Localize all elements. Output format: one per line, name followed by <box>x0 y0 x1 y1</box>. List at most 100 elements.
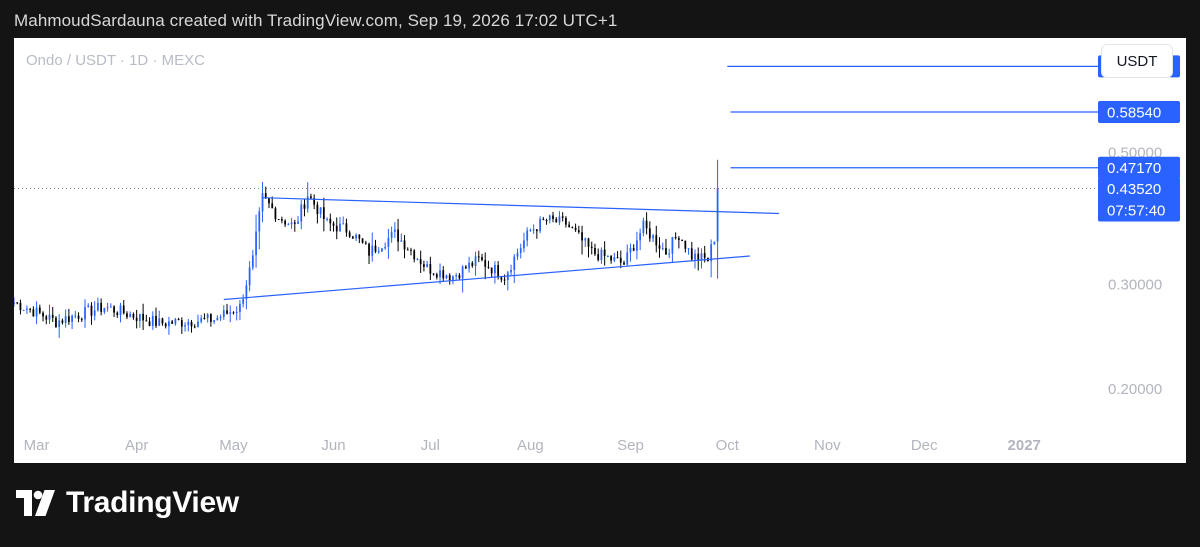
candle-body <box>484 260 487 267</box>
candle-body <box>494 264 496 274</box>
candle-body <box>410 249 412 251</box>
x-tick-label: Nov <box>814 437 841 454</box>
candle-body <box>32 309 35 317</box>
candle-body <box>403 240 406 250</box>
candle-body <box>113 306 115 313</box>
candle-body <box>255 231 257 256</box>
candle-body <box>55 317 57 327</box>
candle-body <box>406 249 409 251</box>
trendline <box>262 197 779 215</box>
candle-body <box>203 318 206 320</box>
candle-body <box>119 305 122 315</box>
candle-body <box>381 248 383 252</box>
candle-body <box>448 275 451 281</box>
candle-body <box>703 253 706 258</box>
chart-panel[interactable]: 0.20000 0.30000 0.50000 Mar Apr May Jun Jul Aug S… <box>14 38 1186 463</box>
candle-body <box>326 218 328 220</box>
candle-body <box>138 313 141 321</box>
candle-body <box>239 303 241 312</box>
candle-body <box>652 235 654 239</box>
candle-body <box>84 307 86 320</box>
x-tick-label: Oct <box>716 437 740 454</box>
candle-body <box>90 305 93 316</box>
candle-body <box>429 264 432 274</box>
candle-body <box>145 320 148 322</box>
candle-body <box>629 248 632 253</box>
x-tick-label: Jun <box>321 437 345 454</box>
candle-body <box>716 188 719 242</box>
candle-body <box>35 307 38 317</box>
candle-body <box>384 246 387 249</box>
candle-body <box>416 259 419 261</box>
candle-body <box>332 223 335 226</box>
candle-body <box>319 207 322 215</box>
candle-body <box>300 204 303 222</box>
candle-body <box>597 254 600 261</box>
candle-body <box>226 310 228 314</box>
candle-body <box>80 318 83 320</box>
candle-body <box>316 204 319 215</box>
currency-button[interactable]: USDT <box>1101 44 1173 78</box>
candle-body <box>387 237 390 247</box>
candle-body <box>51 314 54 318</box>
candle-body <box>268 198 270 204</box>
candle-body <box>697 253 700 261</box>
candle-body <box>48 314 51 320</box>
candle-body <box>623 262 625 265</box>
candle-body <box>610 255 612 261</box>
candle-body <box>481 257 483 261</box>
x-tick-label: Jul <box>421 437 440 454</box>
candle-body <box>435 274 438 278</box>
candle-body <box>74 315 77 317</box>
candle-body <box>42 312 44 317</box>
price-level-label: 0.47170 <box>1107 160 1161 177</box>
candle-body <box>129 313 132 318</box>
candle-body <box>229 312 232 314</box>
candle-body <box>258 211 261 232</box>
candle-body <box>151 315 154 326</box>
candle-body <box>413 250 416 260</box>
candle-body <box>361 238 364 243</box>
candle-body <box>371 245 374 256</box>
candle-body <box>661 248 664 250</box>
candle-body <box>574 227 577 231</box>
candle-body <box>613 257 616 261</box>
candle-body <box>297 221 299 224</box>
candle-body <box>206 314 209 319</box>
candle-body <box>180 320 183 327</box>
candle-body <box>461 266 464 279</box>
candle-body <box>455 275 458 277</box>
candle-body <box>503 279 506 281</box>
candle-body <box>364 242 367 244</box>
candle-body <box>232 312 235 314</box>
candle-body <box>400 240 403 242</box>
candle-body <box>197 321 199 327</box>
x-tick-label: Apr <box>125 437 148 454</box>
candle-body <box>710 244 713 262</box>
candle-body <box>668 253 671 255</box>
candle-body <box>155 315 157 326</box>
candle-body <box>584 238 587 241</box>
candle-body <box>290 222 293 225</box>
candle-body <box>377 251 380 253</box>
candle-body <box>106 307 109 309</box>
candle-body <box>500 277 503 280</box>
candle-body <box>277 219 280 221</box>
candle-body <box>100 302 103 312</box>
candle-body <box>251 255 254 268</box>
candle-body <box>271 203 274 209</box>
candle-body <box>655 235 658 246</box>
candle-body <box>594 247 596 255</box>
candle-body <box>658 245 661 249</box>
candle-body <box>529 230 532 232</box>
candle-body <box>329 218 332 224</box>
candle-body <box>426 264 429 267</box>
candle-body <box>677 238 680 240</box>
candle-body <box>103 307 106 312</box>
candle-body <box>490 267 493 274</box>
candle-body <box>67 316 70 322</box>
candle-body <box>445 275 448 279</box>
price-level-label: 0.58540 <box>1107 105 1161 122</box>
candle-body <box>26 308 28 310</box>
